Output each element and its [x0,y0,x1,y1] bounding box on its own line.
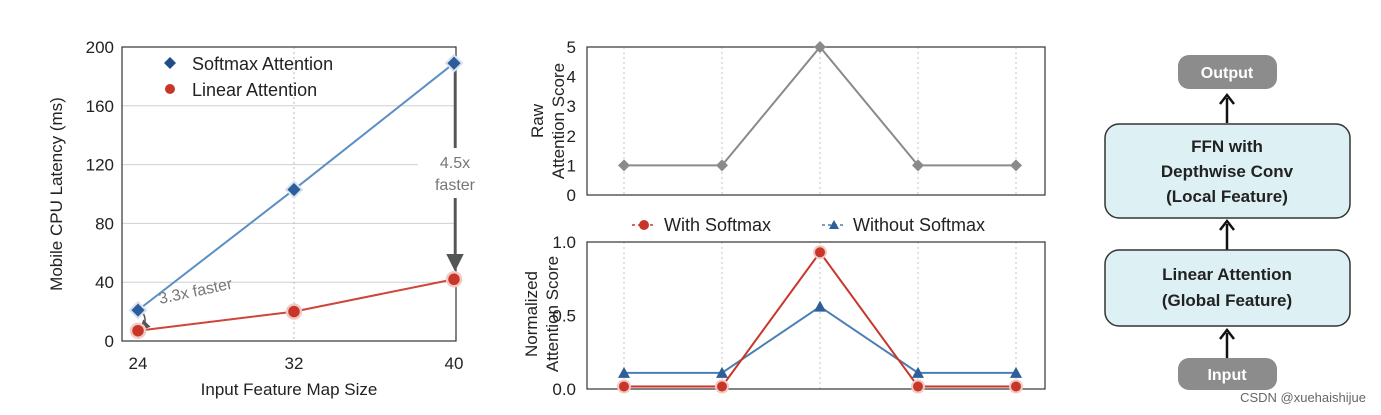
raw-y-axis-label-line1: Raw [528,103,547,138]
normalized-y-axis-label-line1: Normalized [522,271,541,357]
linear-attention-point [285,303,303,320]
latency-x-tick-label: 24 [129,354,148,373]
ffn-block-line3: (Local Feature) [1166,187,1288,206]
latency-y-tick-label: 40 [95,273,114,292]
normalized-score-chart: With Softmax Without Softmax 0.0 0.5 1.0 N… [522,215,1046,399]
legend-with-softmax-label: With Softmax [664,215,771,235]
normalized-y-tick-label: 1.0 [552,233,576,252]
latency-x-axis-label: Input Feature Map Size [201,380,378,399]
with-softmax-point [911,379,925,394]
with-softmax-point [715,379,729,394]
softmax-attention-point [284,180,304,200]
linear-attention-point [445,271,463,288]
with-softmax-point [813,245,827,260]
without-softmax-point [1010,366,1022,378]
output-node [1178,55,1277,89]
raw-score-point [716,159,728,172]
normalized-y-tick-label: 0.5 [552,307,576,326]
normalized-y-axis-label-line2: Attention Score [543,256,562,372]
with-softmax-point [617,379,631,394]
latency-legend: Softmax Attention Linear Attention [164,54,333,100]
input-node [1178,358,1277,390]
ffn-block-line1: FFN with [1191,137,1263,156]
raw-score-chart: 0 1 2 3 4 5 Raw Attention Score [528,38,1046,205]
without-softmax-point [716,366,728,378]
raw-y-tick-label: 5 [567,38,576,57]
architecture-diagram: Output FFN with Depthwise Conv (Local Fe… [1104,55,1351,390]
legend-without-softmax-label: Without Softmax [853,215,985,235]
speedup-4-5x-label-bg [418,148,490,198]
linear-block-line1: Linear Attention [1162,265,1292,284]
raw-y-tick-label: 4 [567,68,576,87]
input-node-label: Input [1207,367,1247,384]
raw-score-point [814,41,826,53]
raw-score-point [618,159,630,172]
without-softmax-point [912,366,924,378]
with-softmax-point [1009,379,1023,394]
latency-y-tick-label: 120 [86,156,114,175]
output-node-label: Output [1201,65,1254,82]
linear-attention-point [129,322,147,339]
softmax-attention-point [128,300,148,320]
latency-x-tick-label: 32 [285,354,304,373]
softmax-attention-point [444,53,464,73]
legend-softmax-label: Softmax Attention [192,54,333,74]
latency-y-tick-label: 80 [95,214,114,233]
raw-y-axis-label-line2: Attention Score [549,63,568,179]
raw-y-tick-label: 3 [567,97,576,116]
latency-y-tick-label: 200 [86,38,114,57]
without-softmax-point [618,366,630,378]
latency-y-tick-label: 160 [86,97,114,116]
legend-linear-marker [165,84,175,94]
watermark: CSDN @xuehaishijue [1240,390,1366,405]
speedup-4-5x-label-line1: 4.5x [440,155,470,172]
arrow-input-to-linear [1219,327,1235,358]
latency-y-axis-label: Mobile CPU Latency (ms) [47,97,66,291]
ffn-depthwise-conv-block [1104,123,1351,219]
without-softmax-point [814,300,826,312]
raw-y-tick-label: 2 [567,127,576,146]
legend-with-softmax-marker [639,220,649,230]
ffn-block-line2: Depthwise Conv [1161,162,1294,181]
raw-y-tick-label: 0 [567,186,576,205]
linear-block-line2: (Global Feature) [1162,291,1292,310]
arrow-ffn-to-output [1219,92,1235,123]
latency-y-tick-label: 0 [105,332,114,351]
raw-y-tick-label: 1 [567,156,576,175]
linear-attention-block [1104,249,1351,327]
arrow-linear-to-ffn [1219,218,1235,250]
legend-without-softmax-marker [829,220,839,229]
raw-score-point [1010,159,1022,172]
legend-softmax-marker [164,57,176,69]
latency-chart: 0 40 80 120 160 200 24 32 40 Input Feature Map … [47,38,490,399]
speedup-3-3x-label: 3.3x faster [157,276,234,308]
normalized-y-tick-label: 0.0 [552,380,576,399]
normalized-plot-frame [586,241,1046,390]
raw-plot-frame [586,46,1046,196]
legend-linear-label: Linear Attention [192,80,317,100]
raw-score-point [912,159,924,172]
latency-x-tick-label: 40 [445,354,464,373]
speedup-4-5x-label-line2: faster [435,177,476,194]
normalized-legend: With Softmax Without Softmax [632,215,985,235]
